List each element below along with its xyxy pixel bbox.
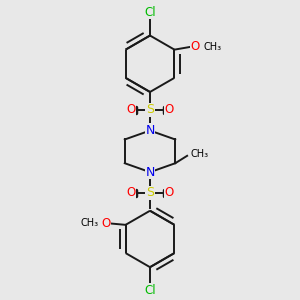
Text: O: O bbox=[190, 40, 200, 53]
Text: O: O bbox=[164, 186, 174, 200]
Text: N: N bbox=[145, 166, 155, 178]
Text: O: O bbox=[126, 186, 136, 200]
Text: CH₃: CH₃ bbox=[81, 218, 99, 228]
Text: S: S bbox=[146, 103, 154, 116]
Text: N: N bbox=[145, 124, 155, 137]
Text: Cl: Cl bbox=[144, 6, 156, 19]
Text: CH₃: CH₃ bbox=[203, 42, 222, 52]
Text: O: O bbox=[164, 103, 174, 116]
Text: CH₃: CH₃ bbox=[190, 149, 208, 159]
Text: O: O bbox=[126, 103, 136, 116]
Text: S: S bbox=[146, 186, 154, 200]
Text: O: O bbox=[102, 217, 111, 230]
Text: Cl: Cl bbox=[144, 284, 156, 297]
